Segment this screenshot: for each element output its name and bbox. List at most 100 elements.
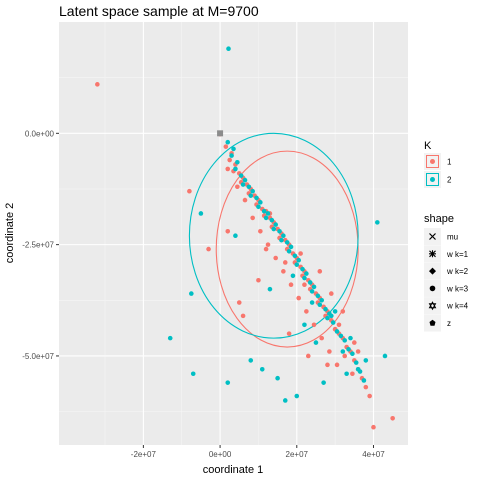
point-series-2	[332, 309, 338, 314]
point-series-2	[382, 353, 388, 359]
legend-shape-entries: mu w k=1 w k=2 w k=3 w k=4 z	[424, 228, 469, 332]
point-series-1	[225, 166, 231, 172]
point-series-2	[330, 320, 336, 325]
legend-shape-title: shape	[424, 213, 454, 225]
point-series-2	[317, 302, 323, 308]
x-tick-label: 2e+07	[286, 450, 309, 459]
point-series-2	[282, 398, 288, 403]
point-series-2	[233, 166, 238, 172]
y-tick-label: -2.5e+07	[22, 241, 54, 250]
point-series-2	[246, 184, 252, 190]
point-series-2	[271, 226, 277, 232]
point-series-1	[258, 228, 263, 234]
point-series-2	[296, 257, 301, 263]
point-series-2	[309, 289, 315, 294]
point-series-2	[325, 315, 330, 321]
point-series-1	[336, 322, 342, 328]
point-series-2	[304, 271, 309, 276]
grid-major	[59, 22, 408, 445]
point-series-1	[273, 255, 278, 261]
legend-key-point	[430, 177, 435, 182]
legend-key-box	[426, 155, 439, 168]
point-series-1	[334, 362, 340, 368]
mu-marker	[217, 130, 224, 137]
legend-color-label: 1	[447, 158, 452, 167]
point-series-2	[321, 380, 326, 385]
point-series-2	[361, 378, 367, 383]
legend-shape-pentagon	[429, 319, 436, 326]
point-series-1	[355, 349, 361, 354]
point-series-2	[334, 329, 340, 334]
legend-key-bg	[424, 297, 441, 315]
point-series-1	[367, 393, 372, 399]
point-series-2	[233, 233, 238, 239]
x-axis-title: coordinate 1	[203, 464, 264, 476]
point-series-2	[242, 177, 248, 183]
point-series-2	[254, 195, 259, 201]
point-series-2	[267, 286, 273, 292]
point-series-1	[363, 384, 369, 390]
point-series-1	[250, 215, 255, 221]
point-series-1	[342, 353, 348, 359]
y-axis-title: coordinate 2	[4, 203, 16, 264]
point-series-2	[238, 173, 244, 178]
point-series-2	[323, 306, 328, 312]
point-series-1	[282, 260, 288, 265]
legend-shape-label: w k=3	[446, 284, 469, 293]
x-tick-label: -2e+07	[131, 450, 157, 459]
point-series-2	[302, 322, 307, 328]
point-series-2	[277, 228, 282, 234]
point-series-2	[363, 358, 369, 363]
point-series-2	[290, 273, 296, 279]
point-series-1	[236, 300, 242, 305]
point-series-2	[256, 204, 261, 210]
point-series-2	[275, 375, 280, 381]
point-series-1	[263, 246, 269, 252]
ellipse-series-1	[215, 150, 359, 348]
point-series-2	[231, 146, 236, 152]
legend-color-label: 2	[447, 176, 452, 185]
point-series-2	[319, 297, 325, 303]
legend-shape-label: w k=2	[446, 267, 469, 276]
point-series-2	[261, 208, 267, 214]
point-series-1	[235, 184, 240, 190]
point-series-1	[298, 251, 303, 256]
point-series-2	[198, 211, 204, 216]
point-series-2	[225, 139, 231, 145]
legend-shape-circle	[429, 285, 436, 292]
point-series-1	[305, 353, 311, 359]
legend-shape-asterisk	[429, 250, 436, 258]
x-tick-label: 4e+07	[362, 450, 385, 459]
point-series-2	[348, 335, 353, 341]
point-series-1	[223, 144, 229, 149]
point-series-2	[225, 380, 231, 385]
legend-shape-diamond	[429, 267, 436, 275]
x-tick-label: 0e+00	[209, 450, 232, 459]
point-series-2	[269, 217, 275, 223]
point-series-1	[319, 335, 325, 341]
point-series-2	[313, 340, 319, 345]
point-series-1	[281, 269, 286, 274]
point-series-1	[340, 309, 346, 314]
grid-minor	[59, 22, 408, 445]
legend-shape-cross	[429, 233, 436, 240]
point-series-1	[95, 82, 100, 87]
point-series-2	[263, 215, 269, 221]
point-series-2	[340, 349, 346, 354]
point-series-1	[265, 242, 271, 247]
point-series-1	[304, 309, 309, 314]
point-series-1	[371, 424, 376, 430]
point-series-2	[167, 335, 173, 341]
y-tick-label: 0.0e+00	[25, 129, 55, 138]
point-series-2	[346, 346, 351, 352]
point-series-1	[240, 313, 246, 319]
point-series-2	[288, 244, 294, 250]
point-series-2	[240, 182, 246, 187]
point-series-1	[242, 197, 248, 203]
legend-color-entries: 12	[424, 153, 452, 188]
point-series-2	[353, 360, 359, 365]
point-series-2	[259, 367, 265, 372]
point-series-1	[390, 415, 395, 421]
point-series-2	[258, 200, 263, 205]
